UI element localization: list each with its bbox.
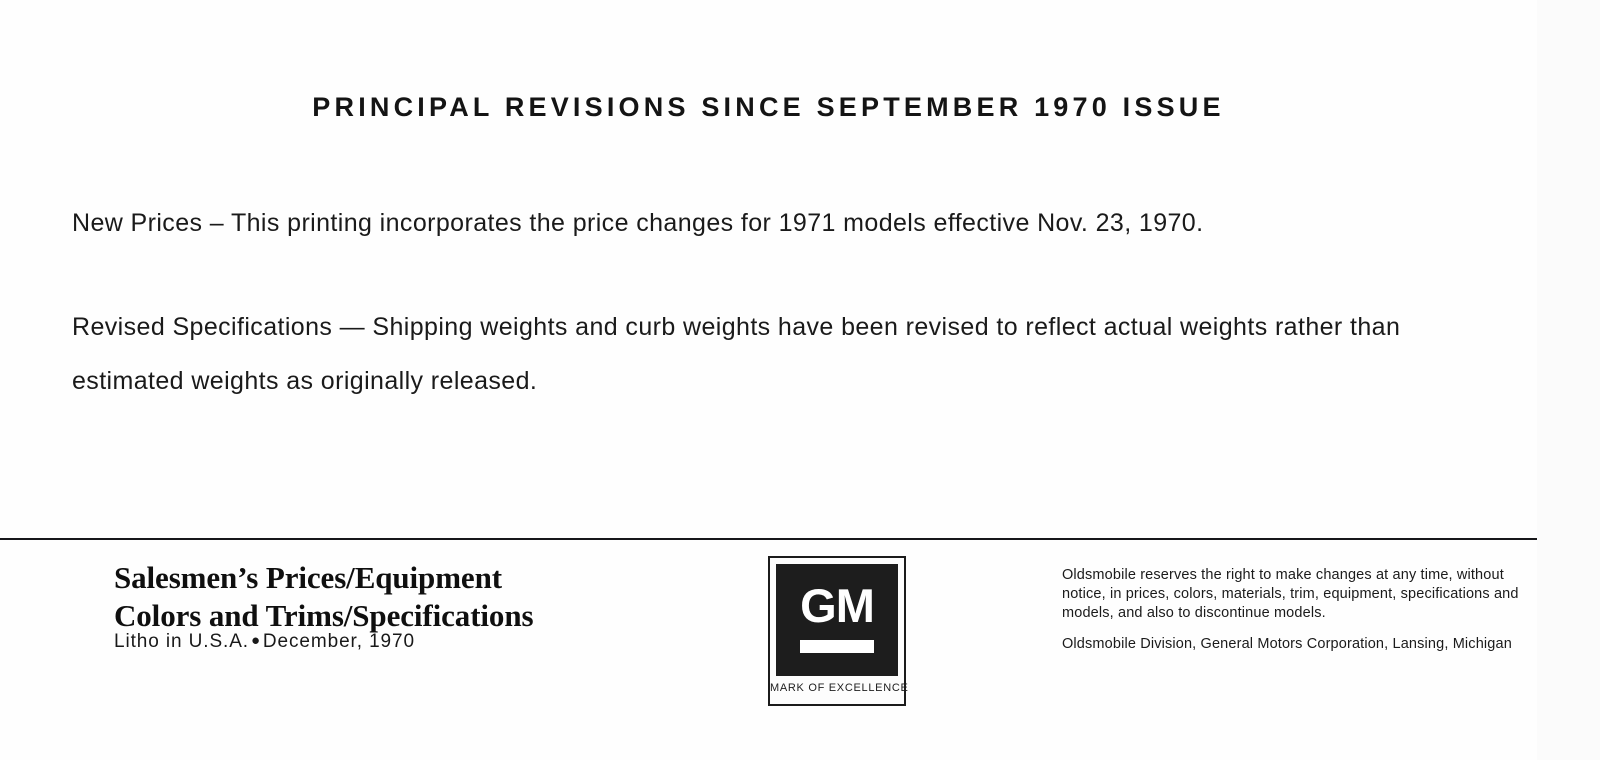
publication-imprint: Salesmen’s Prices/Equipment Colors and T… (114, 562, 714, 631)
horizontal-divider (0, 538, 1537, 540)
litho-date: December, 1970 (262, 631, 415, 652)
paragraph-new-prices: New Prices – This printing incorporates … (72, 209, 1204, 237)
gm-underline-bar (800, 640, 874, 653)
paper-surface: PRINCIPAL REVISIONS SINCE SEPTEMBER 1970… (0, 92, 1537, 760)
disclaimer-line-3: models, and also to discontinue models. (1062, 605, 1326, 621)
page-title: PRINCIPAL REVISIONS SINCE SEPTEMBER 1970… (312, 92, 1225, 122)
disclaimer-line-2: notice, in prices, colors, materials, tr… (1062, 586, 1519, 602)
litho-origin: Litho in U.S.A. (114, 631, 249, 652)
bullet-separator-icon: ● (250, 632, 261, 649)
imprint-title-line-2: Colors and Trims/Specifications (114, 598, 534, 633)
page-footer: Salesmen’s Prices/Equipment Colors and T… (0, 540, 1537, 760)
gm-wordmark: GM (800, 579, 875, 632)
paragraph-revised-specifications: Revised Specifications — Shipping weight… (72, 313, 1401, 395)
litho-credit-line: Litho in U.S.A. ● December, 1970 (114, 631, 415, 653)
division-address-line: Oldsmobile Division, General Motors Corp… (1062, 636, 1512, 652)
legal-disclaimer: Oldsmobile reserves the right to make ch… (1062, 566, 1519, 654)
gm-mark-of-excellence-logo: GM MARK OF EXCELLENCE (768, 556, 909, 706)
body-text-block: New Prices – This printing incorporates … (72, 196, 1502, 408)
disclaimer-line-1: Oldsmobile reserves the right to make ch… (1062, 567, 1504, 583)
gm-logo-square: GM (776, 564, 898, 676)
imprint-title-line-1: Salesmen’s Prices/Equipment (114, 560, 502, 595)
gm-logo-caption: MARK OF EXCELLENCE (770, 682, 909, 694)
